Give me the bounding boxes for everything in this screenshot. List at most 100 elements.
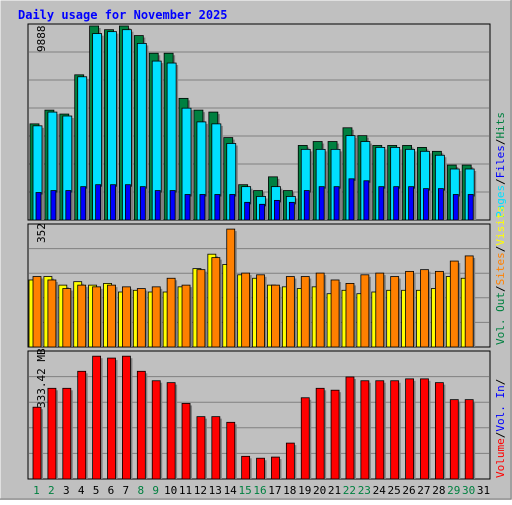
- visits-panel-ymax-label: 352: [35, 223, 48, 243]
- sites-bar: [464, 255, 474, 348]
- pages-bar: [318, 186, 325, 221]
- legend-visits: Visits: [494, 206, 507, 246]
- day-label: 4: [78, 484, 85, 497]
- legend-files: Files: [494, 145, 507, 178]
- day-label: 10: [164, 484, 177, 497]
- sites-bar: [345, 283, 355, 348]
- sites-bar: [241, 272, 251, 348]
- volume-bar: [256, 457, 265, 480]
- pages-bar: [184, 194, 191, 221]
- volume-bar: [449, 399, 459, 480]
- day-label: 6: [108, 484, 115, 497]
- day-label: 13: [209, 484, 222, 497]
- legend-volume-vol-in: Volume/Vol. In/: [494, 379, 507, 478]
- legend-visits-sites-vol: Vol. Out/Sites/Visits: [494, 206, 507, 345]
- volume-bar: [136, 370, 146, 480]
- day-label: 31: [477, 484, 490, 497]
- volume-bar: [62, 387, 72, 480]
- day-label: 27: [417, 484, 430, 497]
- pages-bar: [199, 194, 206, 221]
- volume-bar: [285, 442, 295, 480]
- legend-sep: /: [494, 139, 507, 146]
- pages-bar: [110, 184, 116, 221]
- pages-bar: [393, 186, 400, 221]
- pages-bar: [80, 186, 87, 221]
- sites-bar: [136, 288, 146, 348]
- volume-bar: [47, 387, 57, 480]
- volume-bar: [315, 387, 325, 480]
- sites-bar: [315, 272, 325, 348]
- day-label: 28: [432, 484, 445, 497]
- sites-bar: [151, 286, 161, 348]
- day-label: 20: [313, 484, 326, 497]
- sites-bar: [300, 276, 310, 348]
- sites-bar: [196, 269, 206, 348]
- day-label: 15: [238, 484, 251, 497]
- sites-bar: [449, 260, 459, 348]
- day-label: 2: [48, 484, 55, 497]
- pages-bar: [214, 194, 221, 221]
- volume-bar: [122, 355, 131, 480]
- sites-bar: [256, 274, 265, 348]
- chart-title: Daily usage for November 2025: [18, 8, 228, 22]
- volume-bar: [360, 380, 370, 480]
- volume-bar: [32, 406, 42, 480]
- sites-bar: [285, 276, 295, 348]
- pages-bar: [125, 184, 131, 221]
- day-label: 9: [152, 484, 159, 497]
- legend-hits: Hits: [494, 112, 507, 139]
- sites-bar: [122, 286, 131, 348]
- pages-bar: [229, 194, 236, 221]
- pages-bar: [408, 186, 414, 221]
- day-label: 29: [447, 484, 460, 497]
- legend-sep: /: [494, 285, 507, 292]
- day-label: 1: [33, 484, 40, 497]
- sites-bar: [226, 228, 236, 348]
- sites-bar: [405, 270, 414, 348]
- legend-sep: /: [494, 178, 507, 185]
- pages-bar: [333, 186, 340, 221]
- pages-bar: [35, 192, 42, 221]
- legend-pages: Pages: [494, 185, 507, 218]
- sites-bar: [330, 279, 340, 348]
- day-label: 30: [462, 484, 475, 497]
- pages-bar: [288, 201, 295, 221]
- day-label: 12: [194, 484, 207, 497]
- pages-bar: [50, 190, 57, 221]
- volume-bar: [300, 397, 310, 480]
- pages-bar: [363, 180, 370, 221]
- legend-sep: /: [494, 246, 507, 253]
- pages-bar: [303, 190, 310, 221]
- sites-bar: [434, 270, 444, 348]
- hits-panel-ymax-label: 9888: [35, 26, 48, 53]
- sites-bar: [92, 286, 102, 348]
- pages-bar: [244, 201, 251, 221]
- day-label: 21: [328, 484, 341, 497]
- legend-volume: Volume: [494, 438, 507, 478]
- sites-bar: [32, 276, 42, 348]
- day-label: 14: [224, 484, 238, 497]
- sites-bar: [166, 277, 176, 348]
- day-label: 16: [253, 484, 266, 497]
- sites-bar: [62, 288, 72, 348]
- volume-bar: [375, 380, 385, 480]
- legend-vol-out: Vol. Out: [494, 292, 507, 345]
- sites-bar: [360, 274, 370, 348]
- day-label: 17: [268, 484, 281, 497]
- volume-bar: [390, 380, 400, 480]
- pages-bar: [154, 190, 161, 221]
- pages-bar: [437, 188, 444, 221]
- volume-bar: [151, 380, 161, 480]
- sites-bar: [107, 284, 116, 348]
- pages-bar: [95, 184, 102, 221]
- volume-bar: [330, 389, 340, 480]
- legend-hits-files-pages: Pages/Files/Hits: [494, 112, 507, 218]
- sites-bar: [77, 284, 87, 348]
- volume-bar: [92, 355, 102, 480]
- legend-vol-in: Vol. In: [494, 385, 507, 431]
- sites-bar: [47, 279, 57, 348]
- day-label: 22: [343, 484, 356, 497]
- day-label: 11: [179, 484, 192, 497]
- sites-bar: [420, 269, 429, 348]
- pages-bar: [378, 186, 385, 221]
